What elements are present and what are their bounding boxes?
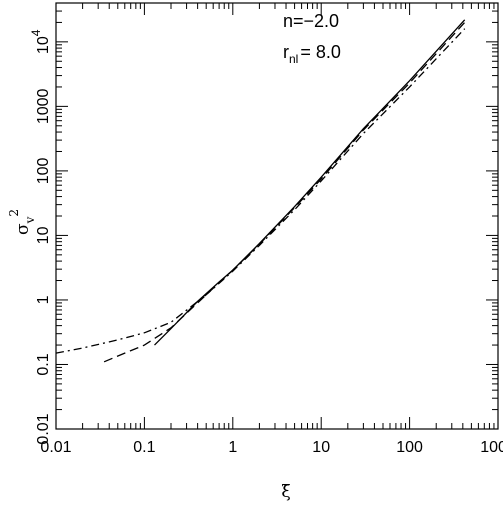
y-tick-label: 104: [29, 29, 52, 54]
y-tick-label: 1: [35, 295, 52, 304]
x-tick-label: 0.01: [40, 439, 71, 456]
y-axis-label: σv2: [7, 209, 37, 235]
series-dashdot-line: [55, 28, 466, 354]
svg-text:0.01: 0.01: [35, 413, 52, 444]
svg-text:0.1: 0.1: [35, 353, 52, 375]
series-dashed-line: [103, 21, 466, 363]
plot-frame: [55, 2, 499, 430]
svg-text:104: 104: [29, 29, 52, 54]
x-tick-label: 0.1: [133, 439, 155, 456]
svg-text:1: 1: [35, 295, 52, 304]
x-tick-label: 10: [312, 439, 330, 456]
y-tick-label: 0.01: [35, 413, 52, 444]
y-tick-label: 0.1: [35, 353, 52, 375]
x-tick-label: 1000: [480, 439, 503, 456]
annotation-rnl: rnl = 8.0: [283, 42, 341, 66]
tick-labels: 0.01 0.1 1 10 100 1000 0.01 0.1 1 10 100 1000 104: [29, 29, 503, 456]
ticks: [55, 2, 499, 430]
y-axis-label-sup: 2: [7, 209, 21, 217]
x-tick-label: 100: [396, 439, 423, 456]
y-tick-label: 1000: [35, 88, 52, 124]
y-axis-label-main: σ: [13, 223, 33, 235]
svg-text:10: 10: [35, 226, 52, 244]
x-axis-label: ξ̄: [281, 482, 290, 502]
annotation-rnl-main: r: [283, 42, 289, 62]
y-tick-label: 10: [35, 226, 52, 244]
y-axis-label-sub: v: [23, 216, 37, 224]
annotation-rnl-rest: = 8.0: [300, 42, 341, 62]
series-group: [55, 19, 466, 363]
series-solid-line: [154, 19, 466, 346]
annotation-rnl-sub: nl: [289, 52, 298, 66]
x-tick-label: 1: [228, 439, 237, 456]
svg-text:1000: 1000: [35, 88, 52, 124]
svg-text:σv2: σv2: [7, 209, 37, 235]
svg-text:100: 100: [35, 157, 52, 184]
annotation-n: n=−2.0: [283, 11, 339, 31]
y-tick-label: 100: [35, 157, 52, 184]
